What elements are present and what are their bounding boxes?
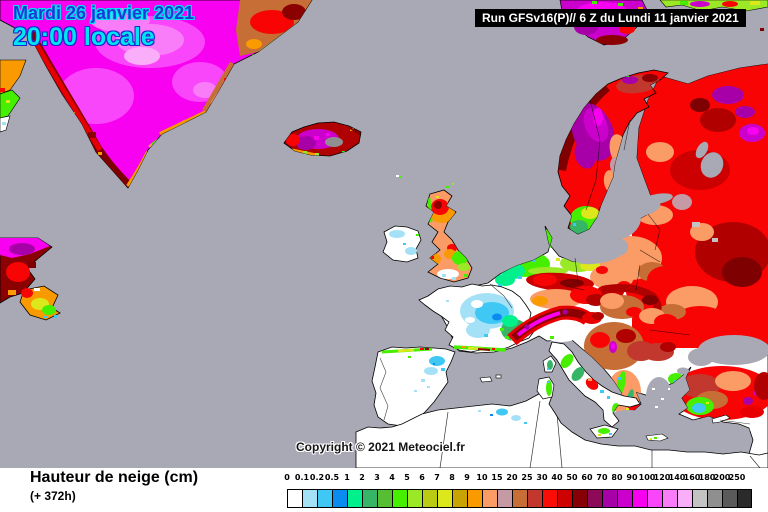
legend-cell	[437, 489, 452, 508]
legend-cell	[392, 489, 407, 508]
legend-tick: 120	[653, 473, 671, 482]
forecast-date: Mardi 26 janvier 2021	[13, 3, 195, 23]
iberia	[371, 346, 456, 427]
cyprus	[711, 414, 731, 424]
forecast-time: 20:00 locale	[13, 22, 155, 51]
legend-cell	[302, 489, 317, 508]
legend-tick: 80	[611, 473, 623, 482]
copyright-notice: Copyright © 2021 Meteociel.fr	[296, 440, 465, 454]
legend-tick: 0.1	[294, 473, 310, 482]
legend-tick: 0.5	[324, 473, 340, 482]
country-borders	[379, 99, 751, 425]
legend-cell	[347, 489, 362, 508]
labrador	[0, 237, 61, 321]
legend-cell	[512, 489, 527, 508]
legend-tick: 70	[596, 473, 608, 482]
legend-tick: 10	[476, 473, 488, 482]
forecast-datetime: Mardi 26 janvier 2021 20:00 locale	[13, 3, 195, 51]
alps	[507, 305, 604, 346]
model-run-info: Run GFSv16(P)// 6 Z du Lundi 11 janvier …	[475, 9, 746, 27]
legend-cell	[362, 489, 377, 508]
map-title: Hauteur de neige (cm)	[30, 469, 199, 486]
legend-cell	[737, 489, 752, 508]
legend-tick: 2	[359, 473, 365, 482]
forecast-hour: (+ 372h)	[30, 489, 76, 503]
legend-tick: 4	[389, 473, 395, 482]
legend-cell	[377, 489, 392, 508]
legend-tick: 6	[419, 473, 425, 482]
legend-cell	[332, 489, 347, 508]
legend-cell	[557, 489, 572, 508]
legend-tick: 5	[404, 473, 410, 482]
legend-cell	[662, 489, 677, 508]
legend-tick: 0	[284, 473, 290, 482]
legend-tick: 15	[491, 473, 503, 482]
legend-tick: 90	[626, 473, 638, 482]
legend-tick: 180	[698, 473, 716, 482]
legend-tick: 8	[449, 473, 455, 482]
mediterranean-islands	[479, 374, 731, 442]
legend-cell	[692, 489, 707, 508]
legend-tick: 30	[536, 473, 548, 482]
ireland	[382, 225, 422, 263]
legend-tick: 25	[521, 473, 533, 482]
france	[418, 283, 536, 353]
legend-cell	[482, 489, 497, 508]
balearics	[479, 376, 493, 383]
legend-tick: 7	[434, 473, 440, 482]
legend-bar: Hauteur de neige (cm) (+ 372h) 0 0.1 0.2 0.…	[0, 468, 768, 512]
legend-tick: 140	[668, 473, 686, 482]
legend-cell	[602, 489, 617, 508]
legend-cell	[407, 489, 422, 508]
legend-cell	[647, 489, 662, 508]
legend-cell	[542, 489, 557, 508]
legend-cell	[587, 489, 602, 508]
legend-tick: 40	[551, 473, 563, 482]
legend-cell	[467, 489, 482, 508]
canada-coast	[0, 59, 27, 133]
iceland	[283, 121, 362, 157]
pyrenees	[453, 345, 507, 352]
map-area: Mardi 26 janvier 2021 20:00 locale Run G…	[0, 0, 768, 468]
legend: 0 0.1 0.2 0.5 1 2 3 4 5 6 7 8 9 10 15 20 25 30 40 50 60 70 80 9…	[284, 468, 762, 512]
legend-tick: 250	[728, 473, 746, 482]
legend-cell	[452, 489, 467, 508]
legend-tick: 1	[344, 473, 350, 482]
legend-tick: 100	[638, 473, 656, 482]
legend-tick: 60	[581, 473, 593, 482]
legend-tick: 20	[506, 473, 518, 482]
legend-labels: 0 0.1 0.2 0.5 1 2 3 4 5 6 7 8 9 10 15 20 25 30 40 50 60 70 80 9…	[284, 473, 753, 483]
legend-cell	[497, 489, 512, 508]
legend-tick: 0.2	[309, 473, 325, 482]
legend-cell	[617, 489, 632, 508]
legend-cell	[527, 489, 542, 508]
faroe-islands	[396, 175, 401, 178]
legend-cell	[287, 489, 302, 508]
legend-cell	[317, 489, 332, 508]
great-britain	[425, 183, 473, 283]
legend-cell	[422, 489, 437, 508]
legend-cell	[707, 489, 722, 508]
weather-map	[0, 0, 768, 468]
legend-cell	[632, 489, 647, 508]
legend-cell	[722, 489, 737, 508]
legend-tick: 50	[566, 473, 578, 482]
legend-cell	[677, 489, 692, 508]
legend-tick: 200	[713, 473, 731, 482]
legend-tick: 9	[464, 473, 470, 482]
legend-scale	[287, 489, 752, 508]
legend-cell	[572, 489, 587, 508]
scandinavia	[557, 69, 669, 235]
shetland	[446, 186, 449, 188]
legend-tick: 3	[374, 473, 380, 482]
legend-tick: 160	[683, 473, 701, 482]
